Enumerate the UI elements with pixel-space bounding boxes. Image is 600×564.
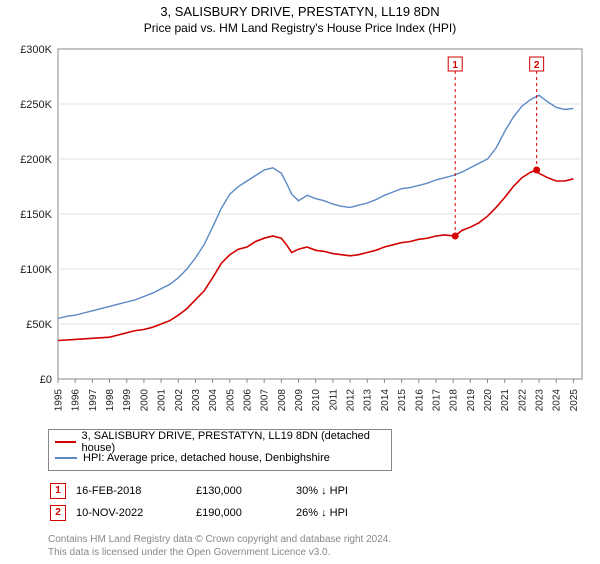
- footer-line-1: Contains HM Land Registry data © Crown c…: [48, 533, 590, 546]
- sale-delta: 26% ↓ HPI: [296, 503, 356, 523]
- chart-legend: 3, SALISBURY DRIVE, PRESTATYN, LL19 8DN …: [48, 429, 392, 471]
- svg-text:2007: 2007: [260, 389, 271, 412]
- svg-text:2: 2: [534, 60, 540, 71]
- svg-text:2021: 2021: [500, 389, 511, 412]
- svg-text:2017: 2017: [431, 389, 442, 412]
- svg-text:2015: 2015: [397, 389, 408, 412]
- legend-label: HPI: Average price, detached house, Denb…: [83, 452, 330, 464]
- point-marker-icon: 1: [50, 483, 66, 499]
- chart-svg: £0 £50K £100K £150K £200K £250K £300K 1995 1996 1…: [10, 41, 590, 421]
- svg-text:2004: 2004: [208, 389, 219, 412]
- sale-date: 10-NOV-2022: [76, 503, 194, 523]
- svg-text:2012: 2012: [346, 389, 357, 412]
- svg-text:2025: 2025: [569, 389, 580, 412]
- svg-text:2006: 2006: [242, 389, 253, 412]
- svg-text:2014: 2014: [380, 389, 391, 412]
- svg-text:1999: 1999: [122, 389, 133, 412]
- sale-price: £190,000: [196, 503, 294, 523]
- sale-delta: 30% ↓ HPI: [296, 481, 356, 501]
- svg-text:2023: 2023: [535, 389, 546, 412]
- svg-text:2018: 2018: [449, 389, 460, 412]
- sale-points-table: 1 16-FEB-2018£130,00030% ↓ HPI 2 10-NOV-202…: [48, 479, 358, 525]
- svg-text:2005: 2005: [225, 389, 236, 412]
- table-row: 1 16-FEB-2018£130,00030% ↓ HPI: [50, 481, 356, 501]
- svg-text:2003: 2003: [191, 389, 202, 412]
- svg-text:2020: 2020: [483, 389, 494, 412]
- sale-date: 16-FEB-2018: [76, 481, 194, 501]
- point-marker-icon: 2: [50, 505, 66, 521]
- svg-text:1997: 1997: [88, 389, 99, 412]
- svg-text:2010: 2010: [311, 389, 322, 412]
- svg-text:2024: 2024: [552, 389, 563, 412]
- legend-swatch: [55, 457, 77, 459]
- svg-text:£50K: £50K: [26, 319, 52, 331]
- footer-line-2: This data is licensed under the Open Gov…: [48, 546, 590, 559]
- svg-text:1: 1: [452, 60, 458, 71]
- svg-text:£150K: £150K: [20, 209, 52, 221]
- svg-text:2016: 2016: [414, 389, 425, 412]
- svg-text:£100K: £100K: [20, 264, 52, 276]
- svg-text:1996: 1996: [71, 389, 82, 412]
- legend-row-price_paid: 3, SALISBURY DRIVE, PRESTATYN, LL19 8DN …: [55, 434, 385, 450]
- svg-text:1998: 1998: [105, 389, 116, 412]
- svg-text:2013: 2013: [363, 389, 374, 412]
- attribution-footer: Contains HM Land Registry data © Crown c…: [48, 533, 590, 559]
- svg-text:2001: 2001: [157, 389, 168, 412]
- svg-text:2011: 2011: [328, 389, 339, 411]
- svg-text:£200K: £200K: [20, 154, 52, 166]
- svg-text:£300K: £300K: [20, 44, 52, 56]
- svg-text:1995: 1995: [54, 389, 65, 412]
- svg-text:2019: 2019: [466, 389, 477, 412]
- svg-text:£250K: £250K: [20, 99, 52, 111]
- chart-subtitle: Price paid vs. HM Land Registry's House …: [0, 21, 600, 35]
- svg-text:2008: 2008: [277, 389, 288, 412]
- chart-title: 3, SALISBURY DRIVE, PRESTATYN, LL19 8DN: [0, 4, 600, 19]
- legend-label: 3, SALISBURY DRIVE, PRESTATYN, LL19 8DN …: [82, 430, 385, 454]
- svg-text:2000: 2000: [139, 389, 150, 412]
- svg-text:2022: 2022: [517, 389, 528, 412]
- sale-price: £130,000: [196, 481, 294, 501]
- svg-text:2002: 2002: [174, 389, 185, 412]
- svg-text:£0: £0: [40, 374, 52, 386]
- table-row: 2 10-NOV-2022£190,00026% ↓ HPI: [50, 503, 356, 523]
- svg-text:2009: 2009: [294, 389, 305, 412]
- line-chart: £0 £50K £100K £150K £200K £250K £300K 1995 1996 1…: [10, 41, 590, 421]
- legend-swatch: [55, 441, 76, 443]
